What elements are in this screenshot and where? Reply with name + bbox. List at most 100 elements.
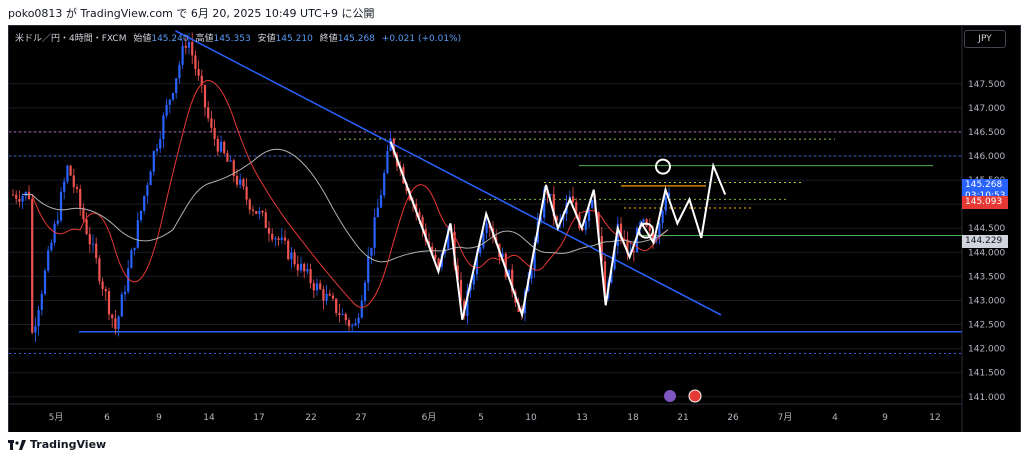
candle-body [280,237,283,240]
x-tick-label: 4 [832,413,838,423]
chart-area[interactable]: 147.500147.000146.500146.000145.500145.0… [8,25,1021,433]
candle-body [373,217,376,248]
candle-body [626,239,629,254]
candle-body [104,289,107,292]
candle-body [351,325,354,327]
candle-body [82,207,85,220]
y-tick-label: 144.500 [968,224,1005,234]
x-tick-label: 6 [104,413,110,423]
candle-body [664,196,667,211]
candle-body [59,191,63,221]
candle-body [226,153,229,162]
candle-body [507,269,511,278]
lightning-event-icon [664,390,676,402]
candle-body [107,291,111,315]
candle-body [453,231,456,266]
candle-body [360,300,363,318]
candle-body [95,243,98,259]
candle-body [207,107,210,119]
y-axis: 147.500147.000146.500146.000145.500145.0… [961,26,1020,432]
candle-body [18,198,21,202]
candle-body [322,289,325,301]
chart-canvas[interactable]: 147.500147.000146.500146.000145.500145.0… [9,26,1020,432]
candle-body [328,293,331,296]
candle-body [162,115,165,140]
ma-fast-line [23,79,669,308]
wave-zigzag [389,141,727,320]
candle-body [571,196,575,203]
candle-body [210,118,213,128]
candle-body [47,250,50,271]
tradingview-logo[interactable]: TradingView [8,438,106,451]
candle-body [338,313,341,315]
candle-body [37,310,40,327]
candle-body [367,256,370,283]
candle-body [331,295,335,299]
top-bar: poko0813 が TradingView.com で 6月 20, 2025… [0,0,1024,24]
candle-body [658,222,661,238]
candle-body [293,252,296,265]
candle-body [386,150,389,174]
moving-averages [23,79,669,308]
y-tick-label: 141.500 [968,369,1005,379]
candle-body [482,233,485,248]
candle-body [559,219,562,221]
candle-body [27,191,31,199]
candle-body [552,194,555,217]
candle-body [216,138,219,152]
candle-body [635,228,639,253]
candle-body [40,293,43,311]
candle-body [421,216,424,230]
candle-body [392,138,395,155]
candle-body [72,175,75,188]
grid [9,83,962,398]
candle-body [152,151,155,172]
x-tick-label: 26 [727,413,739,423]
candle-body [187,41,191,48]
candle-body [232,160,235,177]
currency-button[interactable]: JPY [964,30,1006,48]
x-tick-label: 13 [576,413,587,423]
candle-body [434,254,437,259]
candle-body [114,318,117,329]
tradingview-logo-text: TradingView [30,438,107,451]
candle-body [466,290,469,317]
candle-body [85,219,88,234]
candle-body [341,313,344,315]
candle-body [168,99,171,105]
candle-body [472,274,475,285]
candle-body [376,207,379,218]
change-value: +0.021 (+0.01%) [381,34,462,44]
x-axis: 5月 6 9 14 17 22 27 6月 5 10 13 18 21 26 7月 4 9 12 [9,389,962,423]
candle-body [248,199,251,210]
candle-body [530,270,533,279]
candle-body [98,258,101,282]
candle-body [539,217,543,222]
candle-body [34,326,37,333]
wave-path [389,141,727,320]
candle-body [299,263,303,271]
symbol-bar: 米ドル／円・4時間・FXCM 始値145.240 高値145.353 安値145… [15,31,461,44]
candle-body [357,317,360,324]
candle-body [459,279,463,302]
x-tick-label: 7月 [778,412,793,423]
candle-body [155,148,159,152]
low-value: 145.210 [275,34,313,44]
candle-body [283,237,287,241]
x-tick-label: 22 [305,413,316,423]
candle-body [120,294,123,317]
candle-body [139,210,143,221]
footer: TradingView [0,432,1024,457]
x-tick-label: 27 [355,413,366,423]
y-tick-label: 146.500 [968,128,1005,138]
x-tick-label: 10 [525,413,537,423]
candle-body [63,181,66,192]
candle-body [619,223,623,239]
candle-body [418,211,421,217]
candle-body [146,185,149,196]
candle-body [117,316,120,329]
candle-body [31,198,34,333]
candle-body [127,268,130,292]
y-tick-label: 142.000 [968,345,1005,355]
candle-body [504,253,507,278]
